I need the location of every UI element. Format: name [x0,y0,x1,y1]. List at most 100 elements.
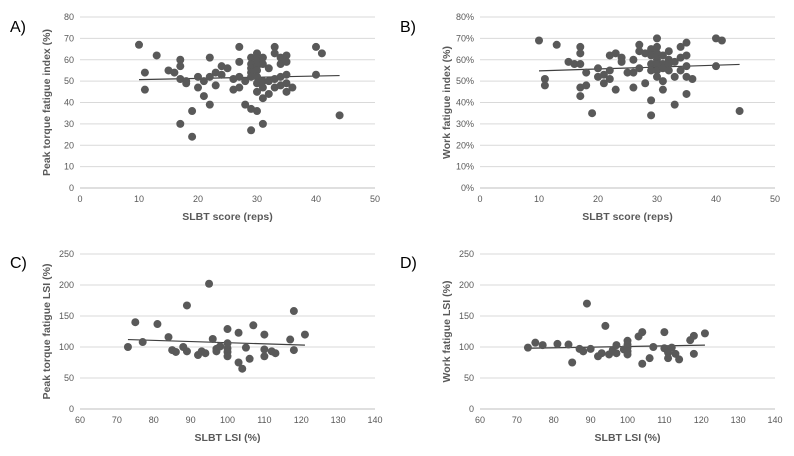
data-point [612,341,621,350]
data-point [260,352,269,361]
data-point [645,354,654,363]
y-tick-label: 20% [456,140,474,150]
y-tick-label: 10% [456,162,474,172]
y-tick-label: 50 [64,76,74,86]
data-point [235,57,244,66]
data-point [258,60,267,69]
y-tick-label: 0 [69,404,74,414]
data-point [579,347,588,356]
data-point [531,338,540,347]
data-point [658,85,667,94]
data-point [552,40,561,49]
data-point [238,364,247,373]
data-point [205,72,214,81]
data-point [235,83,244,92]
data-point [647,60,656,69]
data-point [688,74,697,83]
data-point [653,42,661,51]
x-tick-label: 90 [186,415,196,425]
y-tick-label: 0% [461,183,474,193]
data-point [264,64,273,73]
panel-label: A) [10,19,26,36]
data-point [216,342,225,351]
data-point [712,62,720,71]
data-point [182,79,191,88]
x-tick-label: 30 [252,194,262,204]
data-point [223,64,232,73]
data-point [658,51,667,60]
data-point [653,60,661,69]
x-tick-label: 140 [367,415,382,425]
data-point [258,77,267,86]
data-point [288,83,297,92]
x-tick-label: 130 [331,415,346,425]
x-tick-label: 0 [77,194,82,204]
data-point [670,57,679,66]
data-point [253,72,261,81]
data-point [689,349,698,358]
data-point [138,338,147,347]
data-point [635,40,644,49]
data-point [282,87,291,96]
y-tick-label: 200 [459,280,474,290]
data-point [241,100,250,109]
data-point [629,83,638,92]
y-tick-label: 80 [64,12,74,22]
data-point [676,66,685,75]
data-point [176,119,185,128]
x-tick-label: 110 [657,415,671,425]
data-point [208,334,217,343]
data-point [253,107,261,116]
x-tick-label: 90 [586,415,596,425]
data-point [576,92,585,101]
data-point [667,343,676,352]
data-point [641,79,650,88]
y-tick-label: 40 [64,98,74,108]
data-point [131,318,140,327]
x-tick-label: 0 [477,194,482,204]
data-point [253,49,261,58]
x-axis-title: SLBT score (reps) [582,211,672,223]
data-point [653,72,661,81]
data-point [205,279,214,288]
data-point [535,36,543,45]
data-point [211,81,220,90]
data-point [647,111,656,120]
y-tick-label: 150 [59,311,74,321]
x-tick-label: 10 [134,194,144,204]
data-point [540,81,549,90]
x-tick-label: 100 [620,415,635,425]
data-point [682,38,691,47]
data-point [675,355,684,364]
data-point [735,107,744,116]
data-point [576,60,585,69]
data-point [258,53,267,62]
x-tick-label: 140 [767,415,782,425]
data-point [312,42,320,51]
x-tick-label: 20 [193,194,203,204]
y-tick-label: 60 [64,55,74,65]
x-tick-label: 60 [475,415,485,425]
y-tick-label: 200 [59,280,74,290]
x-tick-label: 120 [294,415,309,425]
data-point [649,343,658,351]
data-point [623,350,632,359]
data-point [245,354,254,363]
data-point [182,347,191,356]
panel-d: D) 0 50 100 150 200 250 60 70 80 90 100 110 120 130 140… [400,249,783,444]
y-axis-title: Peak torque fatigue index (%) [41,29,53,176]
panel-b: B) 0% 10% 20% 30% 40% 50% 60% 70% 80% 0 10 20 30 40 50 S… [400,12,780,223]
data-point [282,57,291,66]
data-point [612,349,621,358]
data-point [540,74,549,83]
data-point [289,346,298,355]
data-point [234,328,243,337]
data-point [623,68,632,77]
data-point [586,344,595,353]
data-point [258,119,267,128]
data-point [689,331,698,340]
x-tick-label: 110 [257,415,271,425]
data-point [205,100,214,109]
data-point [682,89,691,98]
data-point [597,349,606,358]
